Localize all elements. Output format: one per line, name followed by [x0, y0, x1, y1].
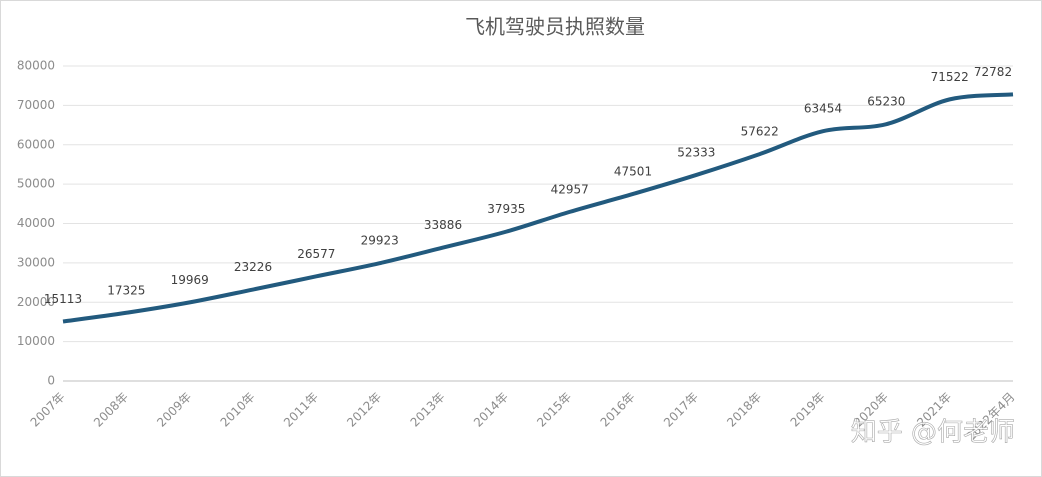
data-label: 71522 [931, 70, 969, 84]
watermark: 知乎 @何老师 [851, 418, 1015, 448]
y-tick-label: 80000 [17, 59, 55, 73]
data-label: 23226 [234, 260, 272, 274]
data-label: 72782 [974, 65, 1012, 79]
data-label: 65230 [867, 95, 905, 109]
data-label: 26577 [297, 247, 335, 261]
y-tick-label: 20000 [17, 295, 55, 309]
data-label: 17325 [107, 283, 145, 297]
data-label: 19969 [171, 273, 209, 287]
data-label: 33886 [424, 218, 462, 232]
data-label: 15113 [44, 292, 82, 306]
y-tick-label: 50000 [17, 177, 55, 191]
y-tick-label: 0 [47, 374, 55, 388]
y-tick-label: 30000 [17, 255, 55, 269]
y-tick-label: 40000 [17, 216, 55, 230]
chart-title: 飞机驾驶员执照数量 [465, 15, 645, 39]
data-label: 37935 [487, 202, 525, 216]
data-label: 52333 [677, 145, 715, 159]
line-series [62, 92, 1014, 324]
data-label: 47501 [614, 164, 652, 178]
y-tick-label: 10000 [17, 334, 55, 348]
data-label: 42957 [551, 182, 589, 196]
data-label: 57622 [741, 125, 779, 139]
data-label: 29923 [361, 234, 399, 248]
y-tick-label: 70000 [17, 98, 55, 112]
y-tick-label: 60000 [17, 137, 55, 151]
data-label: 63454 [804, 102, 842, 116]
